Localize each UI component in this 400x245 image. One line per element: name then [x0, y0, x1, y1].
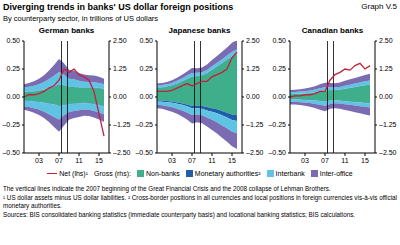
html-text:By counterparty sector, in tri: By counterparty sector, in trillions of …	[3, 14, 159, 23]
svg-text:2.50: 2.50	[379, 37, 392, 44]
html-text:German banks: German banks	[38, 26, 95, 35]
svg-text:–0.25: –0.25	[8, 121, 20, 128]
svg-text:2.50: 2.50	[113, 37, 127, 44]
html-text:Gross (rhs):: Gross (rhs):	[94, 170, 131, 177]
html-text:Graph V.5: Graph V.5	[361, 2, 397, 11]
svg-text:1.25: 1.25	[246, 65, 260, 72]
svg-text:03: 03	[35, 157, 43, 164]
svg-text:–1.25: –1.25	[113, 121, 131, 128]
svg-text:–0.25: –0.25	[135, 121, 153, 128]
svg-text:–2.50: –2.50	[379, 149, 392, 156]
html-text:Diverging trends in banks' US: Diverging trends in banks' US dollar for…	[3, 2, 234, 12]
svg-text:11: 11	[341, 157, 348, 164]
html-text:Sources: BIS consolidated bank: Sources: BIS consolidated banking statis…	[3, 211, 356, 218]
svg-text:07: 07	[188, 157, 196, 164]
html-text:Japanese banks: Japanese banks	[168, 26, 231, 35]
svg-text:–1.25: –1.25	[246, 121, 264, 128]
svg-text:11: 11	[75, 157, 82, 164]
svg-text:0.25: 0.25	[8, 65, 20, 72]
svg-text:03: 03	[168, 157, 176, 164]
svg-text:0.00: 0.00	[8, 93, 20, 100]
svg-text:15: 15	[95, 157, 103, 164]
svg-text:–2.50: –2.50	[246, 149, 264, 156]
svg-text:15: 15	[228, 157, 236, 164]
svg-text:–0.50: –0.50	[268, 149, 286, 156]
svg-text:0.25: 0.25	[272, 65, 286, 72]
svg-text:0.50: 0.50	[139, 37, 153, 44]
html-text:Inter-office: Inter-office	[319, 170, 353, 177]
svg-text:03: 03	[301, 157, 309, 164]
svg-text:–0.50: –0.50	[135, 149, 153, 156]
svg-text:15: 15	[361, 157, 369, 164]
svg-text:11: 11	[208, 157, 215, 164]
svg-text:0.00: 0.00	[246, 93, 260, 100]
svg-text:0.50: 0.50	[272, 37, 286, 44]
svg-text:0.50: 0.50	[8, 37, 20, 44]
svg-text:0.00: 0.00	[139, 93, 153, 100]
html-text:Non-banks: Non-banks	[146, 170, 180, 177]
html-text:The vertical lines indicate th: The vertical lines indicate the 2007 beg…	[3, 185, 331, 192]
svg-text:–1.25: –1.25	[379, 121, 392, 128]
svg-text:0.00: 0.00	[379, 93, 392, 100]
svg-text:–0.50: –0.50	[8, 149, 20, 156]
html-text:Canadian banks: Canadian banks	[301, 26, 364, 35]
svg-text:1.25: 1.25	[379, 65, 392, 72]
html-text:¹ US dollar assets minus US do: ¹ US dollar assets minus US dollar liabi…	[3, 194, 397, 209]
html-text:Net (lhs)¹: Net (lhs)¹	[59, 170, 88, 177]
svg-text:–0.25: –0.25	[268, 121, 286, 128]
svg-text:07: 07	[321, 157, 329, 164]
svg-text:0.25: 0.25	[139, 65, 153, 72]
svg-text:2.50: 2.50	[246, 37, 260, 44]
svg-text:–2.50: –2.50	[113, 149, 131, 156]
svg-text:1.25: 1.25	[113, 65, 127, 72]
svg-text:0.00: 0.00	[272, 93, 286, 100]
svg-text:07: 07	[55, 157, 63, 164]
svg-text:0.00: 0.00	[113, 93, 127, 100]
html-text:Monetary authorities²: Monetary authorities²	[194, 170, 261, 177]
html-text:Interbank: Interbank	[275, 170, 305, 177]
